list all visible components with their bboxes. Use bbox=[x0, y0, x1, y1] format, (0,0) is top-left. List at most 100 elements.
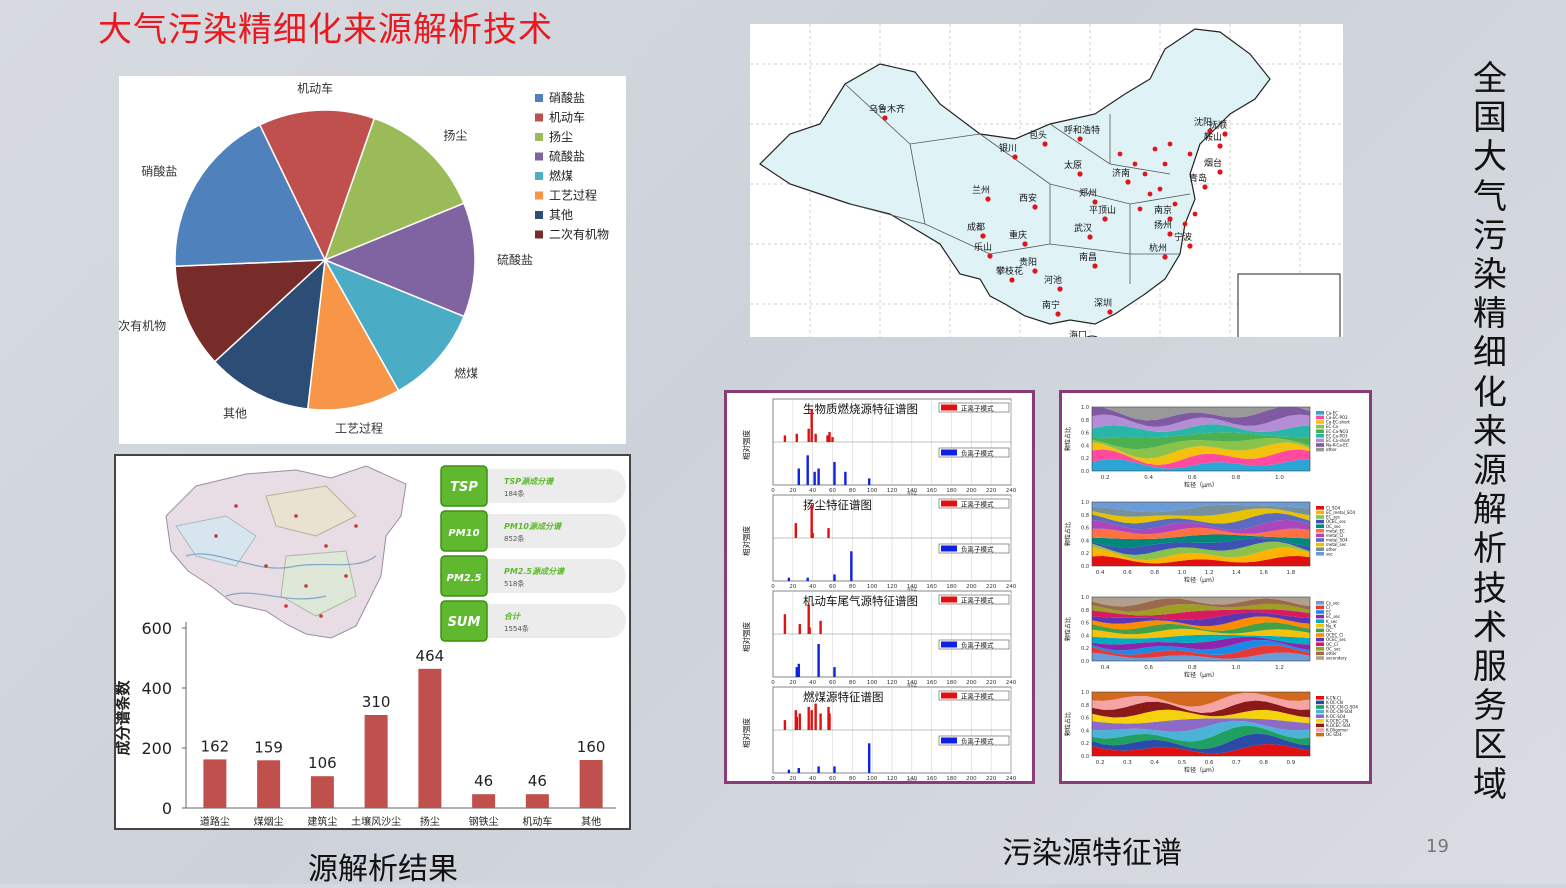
bar-data-label: 310 bbox=[362, 693, 391, 711]
legend-label: EC-Ca bbox=[1326, 424, 1339, 429]
city-dot bbox=[1157, 186, 1163, 192]
legend-label: K-OCEC-SO4 bbox=[1326, 723, 1351, 728]
spectrum-peak-positive bbox=[814, 703, 817, 730]
stacked-area-layer bbox=[1092, 519, 1310, 535]
legend-label: EC-Ca-NO3 bbox=[1326, 429, 1349, 434]
y-axis-label: 成分谱条数 bbox=[116, 680, 132, 756]
stacked-area-layer bbox=[1092, 597, 1310, 607]
stacked-area-layer bbox=[1092, 636, 1310, 651]
pie-slice-label: 其他 bbox=[223, 406, 247, 420]
bar-data-label: 46 bbox=[474, 772, 493, 790]
pie-slice bbox=[306, 257, 400, 411]
city-dot bbox=[1042, 141, 1048, 147]
legend-swatch bbox=[941, 500, 957, 507]
legend-swatch bbox=[535, 133, 543, 141]
city-dot bbox=[1162, 161, 1168, 167]
x-tick-label: 0.7 bbox=[1232, 760, 1241, 766]
y-tick-label: 0.2 bbox=[1081, 741, 1089, 747]
spectrum-peak-positive bbox=[810, 505, 813, 538]
x-tick-label: 0.6 bbox=[1123, 570, 1132, 576]
y-tick-label: 0.8 bbox=[1081, 513, 1089, 519]
y-tick-label: 0.4 bbox=[1081, 538, 1089, 544]
legend-label: Ca-EC-short bbox=[1326, 420, 1350, 425]
stacked-area-layer bbox=[1092, 598, 1310, 612]
legend-label: OCEC_sec bbox=[1326, 519, 1346, 524]
city-label: 银川 bbox=[999, 142, 1017, 154]
x-tick-label: 240 bbox=[1006, 488, 1017, 494]
x-tick-label: 80 bbox=[849, 584, 856, 590]
stacked-area-layer bbox=[1092, 512, 1310, 530]
y-tick-label: 0.6 bbox=[1081, 431, 1089, 437]
city-label: 宁波 bbox=[1174, 231, 1192, 243]
source-profile-bar-panel: TSP TSP源成分谱 184条 PM10 PM10源成分谱 852条 PM2.5 PM2.5… bbox=[114, 454, 631, 830]
y-axis-label: 相对强度 bbox=[741, 622, 751, 652]
y-tick-label: 0.6 bbox=[1081, 621, 1089, 627]
legend-label: 负离子模式 bbox=[961, 545, 994, 554]
spectrum-peak-positive bbox=[798, 713, 801, 730]
pie-slice-label: 燃煤 bbox=[454, 366, 478, 381]
spectrum-peak-negative bbox=[817, 644, 820, 677]
city-dot bbox=[1092, 263, 1098, 269]
spectrum-peak-positive bbox=[811, 533, 814, 538]
x-tick-label: 160 bbox=[926, 488, 937, 494]
spectrum-peak-positive bbox=[827, 528, 830, 538]
city-dot bbox=[1102, 216, 1108, 222]
spectrum-peak-positive bbox=[807, 604, 810, 634]
bar-chart: TSP TSP源成分谱 184条 PM10 PM10源成分谱 852条 PM2.5 PM2.5… bbox=[114, 465, 626, 828]
legend-box bbox=[938, 402, 1010, 413]
y-axis-label: 颗粒占比 bbox=[1064, 427, 1072, 451]
x-tick-label: 其他 bbox=[581, 815, 601, 828]
x-tick-label: 140 bbox=[907, 488, 918, 494]
y-tick-label: 600 bbox=[141, 619, 172, 638]
legend-swatch bbox=[535, 191, 543, 200]
x-tick-label: 240 bbox=[1006, 680, 1017, 686]
y-tick-label: 0.6 bbox=[1081, 716, 1089, 722]
spectrum-peak-negative bbox=[806, 577, 809, 581]
city-dot bbox=[882, 115, 888, 121]
city-label: 河池 bbox=[1044, 274, 1062, 286]
stacked-area-layer bbox=[1092, 639, 1310, 655]
legend-swatch bbox=[1316, 723, 1324, 728]
spectrum-peak-negative bbox=[867, 478, 871, 485]
pie-slice bbox=[174, 259, 328, 363]
badge-label: TSP源成分谱 bbox=[504, 477, 555, 486]
y-tick-label: 0.8 bbox=[1081, 418, 1089, 424]
city-dot bbox=[1022, 241, 1028, 247]
legend-swatch bbox=[1316, 524, 1324, 528]
city-label: 太原 bbox=[1064, 159, 1082, 171]
city-label: 攀枝花 bbox=[996, 265, 1023, 277]
legend-swatch bbox=[941, 737, 957, 744]
stacked-area-layer bbox=[1092, 634, 1310, 645]
y-tick-label: 200 bbox=[141, 739, 172, 758]
legend-label: EC_metal_SO4 bbox=[1326, 510, 1355, 515]
city-dot bbox=[1107, 309, 1113, 315]
legend-label: Ca-EC-PO3 bbox=[1326, 415, 1348, 420]
x-tick-label: 220 bbox=[986, 584, 997, 590]
legend-label: K-OC-CN-SO4 bbox=[1326, 709, 1353, 714]
legend-swatch bbox=[1316, 515, 1324, 519]
x-tick-label: 160 bbox=[926, 776, 937, 781]
x-tick-label: 200 bbox=[966, 776, 977, 781]
x-tick-label: 60 bbox=[829, 488, 836, 494]
x-tick-label: 100 bbox=[867, 488, 878, 494]
city-dot bbox=[1142, 171, 1148, 177]
badge-name: TSP bbox=[450, 480, 478, 495]
spectrum-peak-positive bbox=[783, 720, 787, 730]
badge-name: SUM bbox=[448, 615, 481, 630]
spectrum-peak-positive bbox=[826, 435, 829, 442]
city-dot bbox=[1132, 161, 1138, 167]
badge-count: 1554条 bbox=[504, 624, 529, 633]
legend-swatch bbox=[1316, 552, 1324, 556]
legend-label: 正离子模式 bbox=[961, 692, 994, 701]
x-tick-label: 220 bbox=[986, 680, 997, 686]
legend-label: 正离子模式 bbox=[961, 404, 994, 413]
spectrum-peak-positive bbox=[819, 620, 822, 634]
spectrum-peak-positive bbox=[831, 437, 834, 442]
stacked-area-layer bbox=[1092, 442, 1310, 466]
legend-label: 燃煤 bbox=[549, 168, 573, 183]
x-tick-label: 0.8 bbox=[1259, 760, 1268, 766]
badge-track bbox=[446, 559, 626, 593]
bar bbox=[472, 794, 496, 808]
y-tick-label: 0.2 bbox=[1081, 456, 1089, 462]
legend-label: 硫酸盐 bbox=[549, 149, 585, 164]
